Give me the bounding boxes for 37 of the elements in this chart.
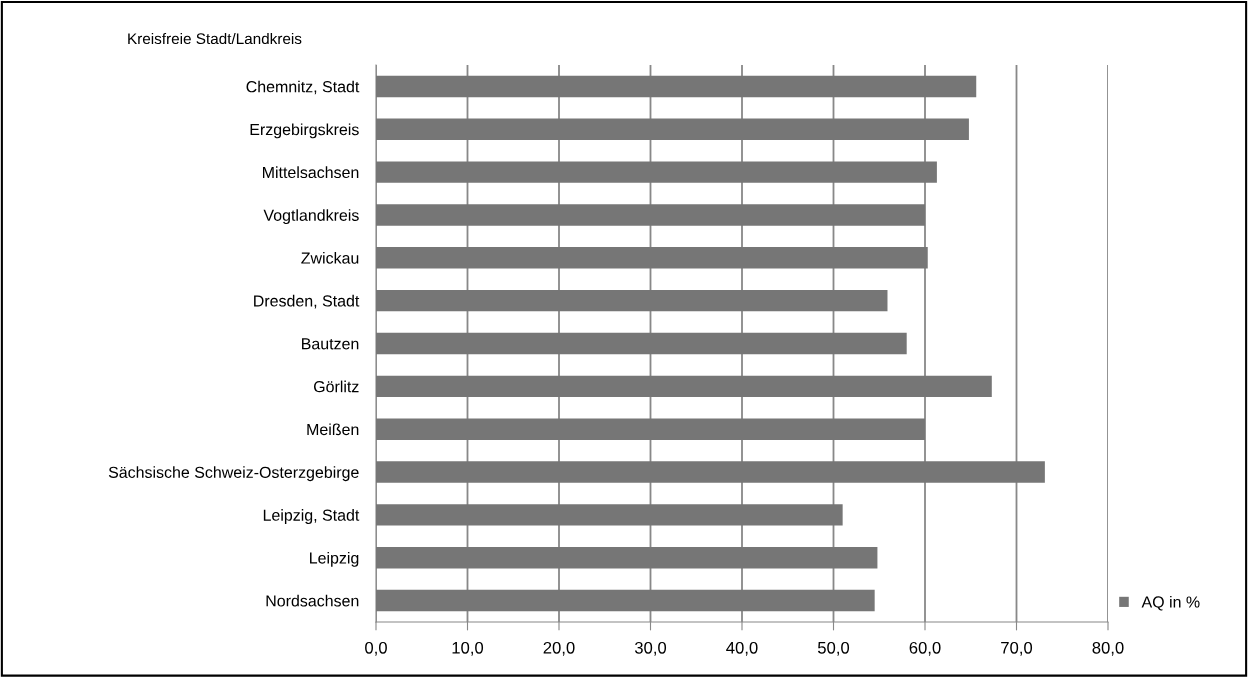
bar [376,75,977,98]
y-tick-label: Leipzig, Stadt [263,509,360,524]
bar [376,204,925,226]
y-tick-label: Meißen [307,423,359,436]
bar [376,547,878,569]
x-tick-label: 40,0 [726,641,758,656]
bar [376,161,937,183]
y-tick-label: Bautzen [302,338,359,350]
y-tick-label: Erzgebirgskreis [250,123,359,139]
x-tick-label: 10,0 [452,641,484,656]
x-tick-label: 30,0 [634,641,667,656]
y-tick-label: Mittelsachsen [263,166,359,179]
bar [376,589,875,612]
x-tick-label: 60,0 [909,641,941,656]
x-tick-label: 0,0 [365,641,387,656]
y-tick-label: Sächsische Schweiz-Osterzgebirge [108,466,359,482]
bar [376,418,925,440]
y-tick-label: Nordsachsen [266,594,359,607]
legend-label: AQ in % [1141,595,1200,611]
bar [376,118,969,140]
x-tick-label: 80,0 [1092,641,1124,656]
y-tick-label: Leipzig [310,551,359,567]
x-tick-label: 70,0 [1001,641,1033,656]
bar [376,332,907,355]
bar [376,375,992,398]
bar [376,247,928,269]
bar [376,461,1045,483]
y-tick-label: Görlitz [313,380,359,393]
y-tick-label: Chemnitz, Stadt [246,80,360,95]
bar [376,289,888,312]
y-tick-label: Zwickau [301,252,359,264]
y-tick-label: Vogtlandkreis [263,209,359,225]
bar [376,504,843,526]
x-tick-label: 50,0 [817,641,850,656]
y-tick-label: Dresden, Stadt [254,294,360,309]
y-axis-title: Kreisfreie Stadt/Landkreis [128,32,302,45]
x-tick-label: 20,0 [543,641,575,656]
